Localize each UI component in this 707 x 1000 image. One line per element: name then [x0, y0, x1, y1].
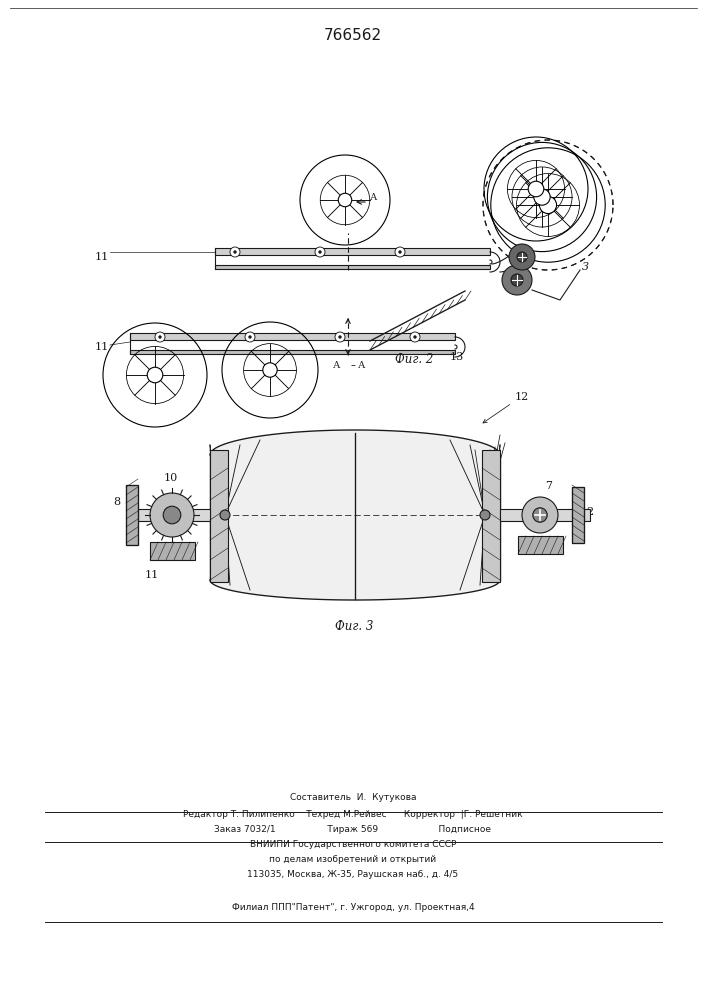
- Text: Редактор Т. Пилипенко    Техред М.Рейвес      Корректор  |Г. Решетник: Редактор Т. Пилипенко Техред М.Рейвес Ко…: [183, 810, 522, 819]
- Circle shape: [511, 274, 523, 286]
- Bar: [130, 333, 455, 340]
- Text: по делам изобретений и открытий: по делам изобретений и открытий: [269, 855, 436, 864]
- Text: Фиг. 3: Фиг. 3: [335, 620, 373, 633]
- Text: 8: 8: [113, 497, 120, 507]
- Polygon shape: [210, 430, 500, 600]
- Bar: [500, 509, 590, 521]
- Text: А: А: [358, 361, 366, 370]
- Text: 766562: 766562: [324, 28, 382, 43]
- Circle shape: [230, 247, 240, 257]
- Circle shape: [533, 508, 547, 522]
- Circle shape: [147, 367, 163, 383]
- Circle shape: [528, 181, 544, 197]
- Text: 2: 2: [586, 507, 593, 517]
- Circle shape: [263, 363, 277, 377]
- Circle shape: [395, 247, 405, 257]
- Text: Составитель  И.  Кутукова: Составитель И. Кутукова: [290, 793, 416, 802]
- Bar: [210, 450, 228, 582]
- Text: 3: 3: [582, 262, 589, 272]
- Circle shape: [155, 332, 165, 342]
- Circle shape: [534, 189, 550, 205]
- Bar: [215, 265, 490, 269]
- Circle shape: [158, 336, 161, 338]
- Text: 11: 11: [95, 252, 110, 262]
- Circle shape: [245, 332, 255, 342]
- Circle shape: [509, 244, 535, 270]
- Circle shape: [410, 332, 420, 342]
- Circle shape: [502, 265, 532, 295]
- Text: 13: 13: [450, 352, 464, 362]
- Circle shape: [150, 493, 194, 537]
- Circle shape: [399, 250, 402, 253]
- Circle shape: [335, 332, 345, 342]
- Circle shape: [414, 336, 416, 338]
- Circle shape: [539, 196, 556, 214]
- Circle shape: [233, 250, 237, 253]
- Text: 10: 10: [164, 473, 178, 483]
- Text: Заказ 7032/1                  Тираж 569                     Подписное: Заказ 7032/1 Тираж 569 Подписное: [214, 825, 491, 834]
- Text: Филиал ППП"Патент", г. Ужгород, ул. Проектная,4: Филиал ППП"Патент", г. Ужгород, ул. Прое…: [232, 903, 474, 912]
- Text: 11: 11: [145, 570, 159, 580]
- Bar: [572, 487, 584, 543]
- Circle shape: [248, 336, 252, 338]
- Bar: [150, 542, 195, 560]
- Text: 7: 7: [545, 481, 552, 491]
- Circle shape: [339, 336, 341, 338]
- Bar: [215, 248, 490, 255]
- Text: –: –: [351, 360, 356, 370]
- Bar: [126, 485, 138, 545]
- Text: 11: 11: [95, 342, 110, 352]
- Text: ВНИИПИ Государственного комитета СССР: ВНИИПИ Государственного комитета СССР: [250, 840, 456, 849]
- Text: А: А: [370, 193, 378, 202]
- Circle shape: [338, 193, 352, 207]
- Circle shape: [220, 510, 230, 520]
- Circle shape: [318, 250, 322, 253]
- Text: А: А: [333, 361, 340, 370]
- Circle shape: [163, 506, 181, 524]
- Bar: [130, 350, 455, 354]
- Bar: [130, 509, 210, 521]
- Circle shape: [315, 247, 325, 257]
- Text: 9: 9: [562, 512, 569, 522]
- Text: 12: 12: [515, 392, 530, 402]
- Circle shape: [480, 510, 490, 520]
- Text: Фиг. 2: Фиг. 2: [395, 353, 433, 366]
- Circle shape: [522, 497, 558, 533]
- Bar: [482, 450, 500, 582]
- Text: 113035, Москва, Ж-35, Раушская наб., д. 4/5: 113035, Москва, Ж-35, Раушская наб., д. …: [247, 870, 459, 879]
- Bar: [518, 536, 563, 554]
- Circle shape: [517, 252, 527, 262]
